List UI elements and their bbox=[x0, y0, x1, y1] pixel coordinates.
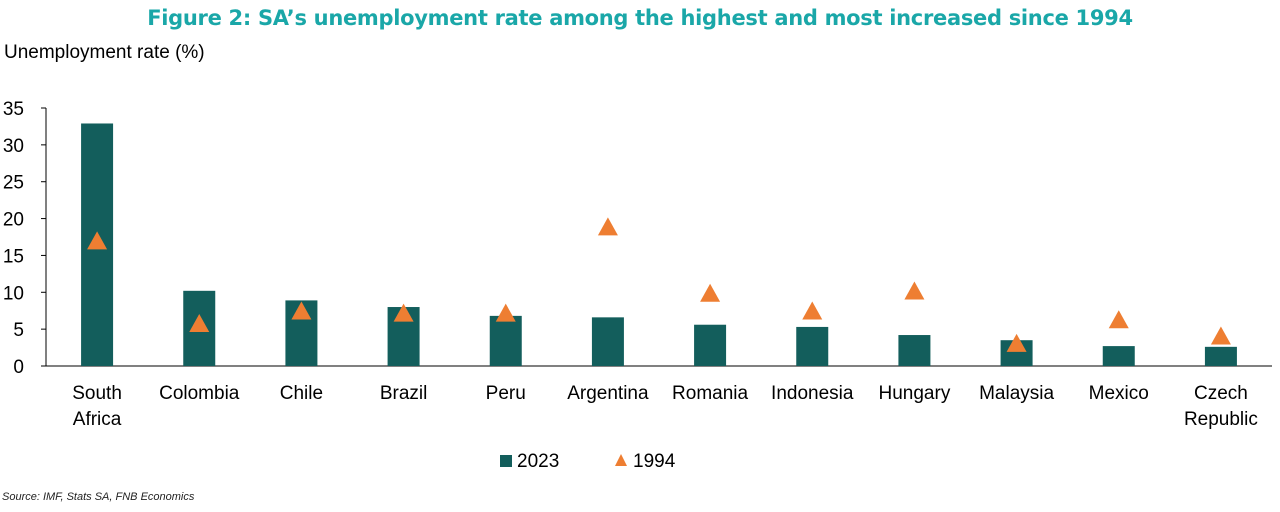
x-category-label: Romania bbox=[672, 383, 748, 404]
bar-2023 bbox=[1102, 346, 1135, 366]
legend-label-2023: 2023 bbox=[517, 451, 559, 472]
bar-2023 bbox=[898, 335, 931, 366]
legend-swatch-2023 bbox=[500, 455, 512, 467]
y-tick-label: 20 bbox=[3, 210, 24, 231]
chart-title: Figure 2: SA’s unemployment rate among t… bbox=[147, 6, 1133, 30]
bar-2023 bbox=[489, 315, 522, 366]
y-axis-label: Unemployment rate (%) bbox=[4, 42, 205, 63]
source-note: Source: IMF, Stats SA, FNB Economics bbox=[2, 491, 195, 503]
marker-1994 bbox=[189, 313, 210, 332]
y-tick-label: 35 bbox=[3, 99, 24, 120]
x-category-label: South bbox=[72, 383, 122, 404]
y-tick-label: 10 bbox=[3, 283, 24, 304]
bar-2023 bbox=[1204, 346, 1237, 366]
x-category-label: Africa bbox=[73, 409, 122, 430]
x-category-label: Czech bbox=[1194, 383, 1248, 404]
y-tick-label: 0 bbox=[13, 357, 24, 378]
marker-1994 bbox=[393, 303, 414, 322]
legend-label-1994: 1994 bbox=[633, 451, 676, 472]
y-tick-label: 25 bbox=[3, 173, 24, 194]
y-tick-label: 5 bbox=[13, 320, 24, 341]
x-category-label: Argentina bbox=[567, 383, 649, 404]
x-category-label: Colombia bbox=[159, 383, 240, 404]
bar-2023 bbox=[694, 324, 727, 366]
y-tick-label: 15 bbox=[3, 246, 24, 267]
x-category-label: Hungary bbox=[879, 383, 951, 404]
marker-1994 bbox=[1006, 333, 1027, 352]
x-category-label: Malaysia bbox=[979, 383, 1054, 404]
marker-1994 bbox=[291, 301, 312, 320]
bar-2023 bbox=[796, 326, 829, 366]
x-category-label: Republic bbox=[1184, 409, 1258, 430]
marker-1994 bbox=[1108, 310, 1129, 329]
marker-1994 bbox=[904, 281, 925, 300]
bar-2023 bbox=[591, 317, 624, 366]
legend-marker-1994 bbox=[615, 454, 627, 466]
x-category-label: Brazil bbox=[380, 383, 428, 404]
marker-1994 bbox=[597, 217, 618, 236]
marker-1994 bbox=[495, 303, 516, 322]
marker-1994 bbox=[87, 231, 108, 250]
x-category-label: Mexico bbox=[1089, 383, 1149, 404]
marker-1994 bbox=[802, 301, 823, 320]
marker-1994 bbox=[700, 283, 721, 302]
x-category-label: Peru bbox=[486, 383, 526, 404]
x-category-label: Indonesia bbox=[771, 383, 854, 404]
marker-1994 bbox=[1210, 326, 1231, 345]
x-category-label: Chile bbox=[280, 383, 323, 404]
y-tick-label: 30 bbox=[3, 136, 24, 157]
